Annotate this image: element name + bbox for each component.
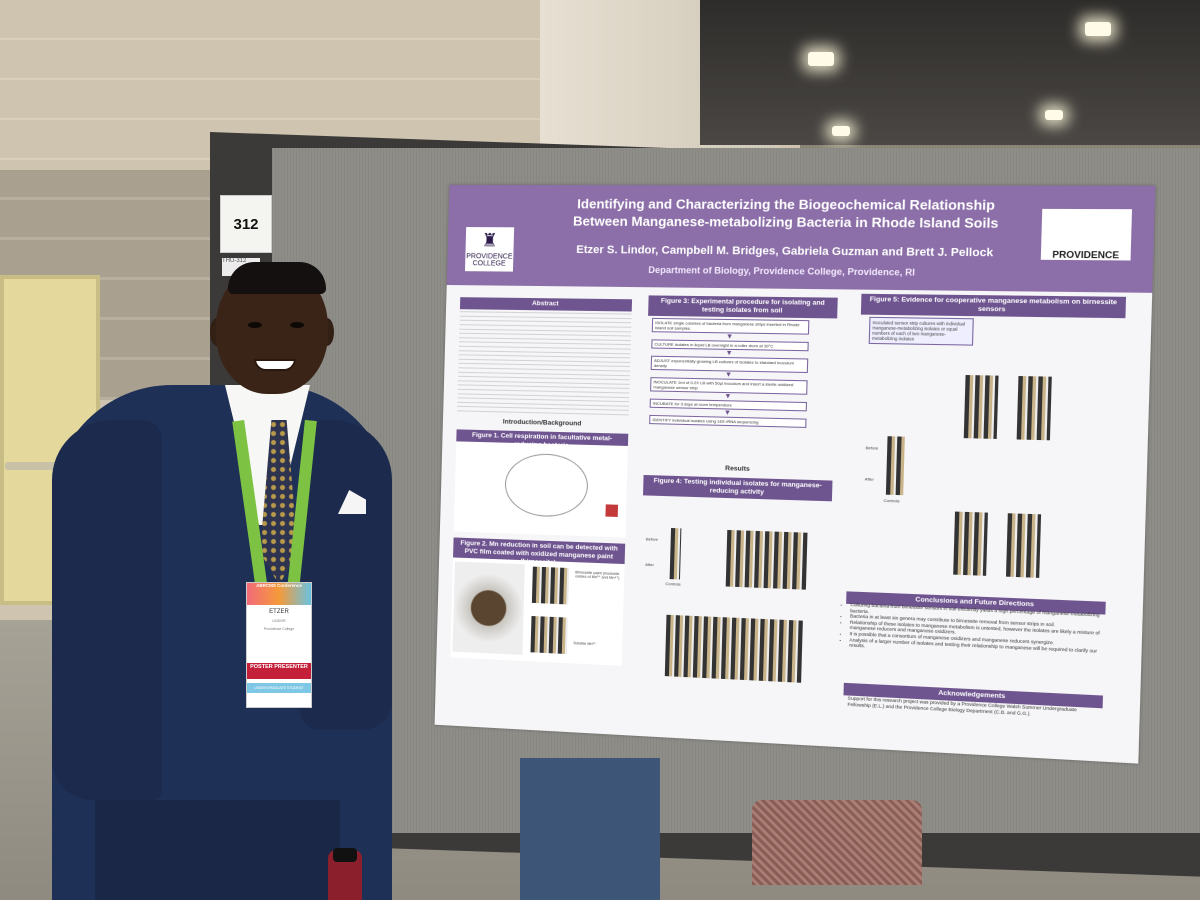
providence-college-logo: ♜ PROVIDENCE COLLEGE <box>464 227 515 272</box>
respiration-cycle <box>504 452 589 518</box>
cooperative-strips-2 <box>1016 376 1052 441</box>
poster-title-line1: Identifying and Characterizing the Bioge… <box>577 196 996 213</box>
shield-icon: ♜ <box>481 230 499 251</box>
birnessite-caption: Birnessite paint (insoluble oxides of Mn… <box>575 570 620 581</box>
conference-badge: ABRCMS Conference ETZER LINDOR Providenc… <box>246 582 312 708</box>
poster-title-line2: Between Manganese-metabolizing Bacteria … <box>572 213 999 231</box>
ceiling-light-icon <box>808 52 834 66</box>
results-heading: Results <box>725 465 750 473</box>
conclusions-list: Culturing bacteria from birnessite senso… <box>841 602 1113 661</box>
presenter-hair <box>228 262 326 294</box>
oxidized-mn-marker <box>605 504 619 517</box>
background-person-legs <box>520 758 660 900</box>
booth-number-sign: 312 <box>220 195 272 253</box>
presenter-right-arm <box>300 420 392 730</box>
fig5-after-label: After <box>864 476 874 482</box>
soluble-mn-caption: Soluble Mn²⁺ <box>573 641 597 647</box>
cooperative-control-strips <box>885 436 905 496</box>
figure5-heading: Figure 5: Evidence for cooperative manga… <box>860 293 1127 319</box>
abstract-body <box>457 311 632 416</box>
door-push-bar <box>5 462 80 470</box>
figure4-heading: Figure 4: Testing individual isolates fo… <box>643 474 833 502</box>
badge-role: POSTER PRESENTER <box>247 663 311 679</box>
after-label: After <box>645 561 654 568</box>
presenter-pants <box>95 800 340 900</box>
soil-sample-photo <box>452 561 525 655</box>
ceiling-light-icon <box>832 126 850 136</box>
presenter-smile <box>254 359 296 371</box>
water-bottle-cap <box>333 848 357 862</box>
presenter-left-arm <box>52 420 162 800</box>
badge-school: Providence College <box>263 627 295 631</box>
control-strips <box>669 527 682 580</box>
research-poster: ♜ PROVIDENCE COLLEGE PROVIDENCE Identify… <box>434 184 1156 764</box>
figure1-diagram <box>453 441 628 538</box>
logo-right-text: PROVIDENCE <box>1052 249 1120 261</box>
before-label: Before <box>645 536 659 542</box>
badge-header: ABRCMS Conference <box>247 583 311 605</box>
controls-label: Controls <box>665 580 681 587</box>
figure5-description: Inoculated sensor strip cultures with in… <box>868 316 974 346</box>
birnessite-strips-before <box>531 566 570 605</box>
abstract-heading: Abstract <box>459 297 633 312</box>
cooperative-strips-3 <box>953 511 988 576</box>
logo-left-text: PROVIDENCE COLLEGE <box>466 253 513 268</box>
badge-name: ETZER <box>269 609 289 615</box>
ceiling <box>700 0 1200 145</box>
intro-heading: Introduction/Background <box>502 418 582 428</box>
procedure-steps: ISOLATE single colonies of bacteria from… <box>649 317 810 428</box>
providence-friars-logo: PROVIDENCE <box>1040 208 1133 261</box>
isolate-strips-set1 <box>725 529 808 590</box>
ceiling-light-icon <box>1085 22 1111 36</box>
presenter-eye <box>248 322 262 328</box>
birnessite-strips-after <box>530 615 568 655</box>
background-person-skirt <box>752 800 922 885</box>
badge-surname: LINDOR <box>272 619 286 623</box>
fig5-controls-label: Controls <box>883 497 900 504</box>
figure3-heading: Figure 3: Experimental procedure for iso… <box>648 295 838 319</box>
figure2-panel: Birnessite paint (insoluble oxides of Mn… <box>450 557 625 666</box>
badge-category: UNDERGRADUATE STUDENT <box>247 683 311 693</box>
poster-title: Identifying and Characterizing the Bioge… <box>528 195 1048 232</box>
presenter-eye <box>290 322 304 328</box>
ceiling-light-icon <box>1045 110 1063 120</box>
isolate-strips-set2 <box>664 614 803 683</box>
fig5-before-label: Before <box>865 445 879 451</box>
cooperative-strips-4 <box>1005 513 1042 578</box>
cooperative-strips-1 <box>963 375 999 439</box>
